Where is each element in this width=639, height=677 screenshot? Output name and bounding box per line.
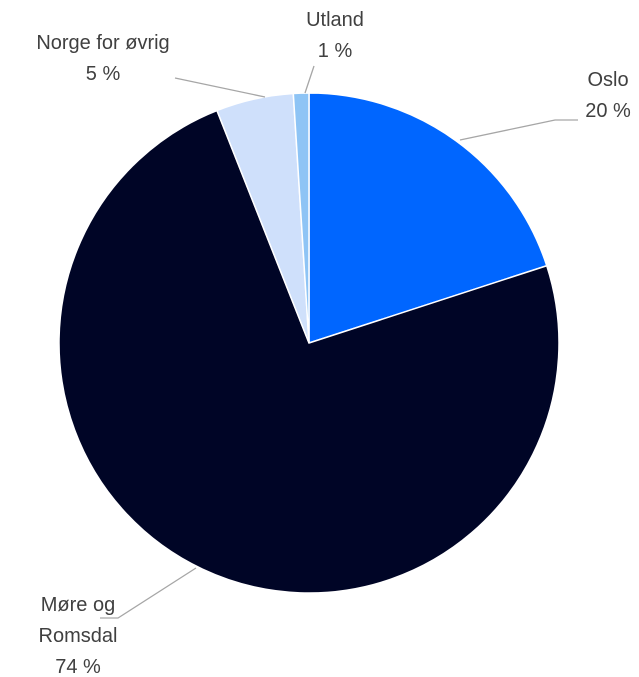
leader-line (304, 65, 315, 94)
category-label: Utland (306, 9, 364, 31)
pie-slice (58, 109, 560, 594)
category-label: Oslo (587, 69, 629, 91)
slice-label: Norge for øvrig 5 % (0, 28, 213, 90)
slice-label: Møre og Romsdal 74 % (23, 590, 133, 677)
value-label: 5 % (85, 63, 121, 85)
value-label: 20 % (585, 100, 631, 122)
category-label: Norge for øvrig (36, 32, 170, 54)
leader-line (174, 77, 266, 98)
slice-label: Utland 1 % (285, 5, 385, 67)
value-label: 74 % (55, 656, 101, 677)
category-label: Møre og Romsdal (38, 594, 118, 647)
value-label: 1 % (317, 40, 353, 62)
pie-slice (292, 92, 310, 344)
slice-label: Oslo 20 % (563, 65, 639, 127)
leader-line (459, 119, 578, 141)
pie-slice (308, 92, 548, 345)
leader-line (100, 567, 197, 619)
